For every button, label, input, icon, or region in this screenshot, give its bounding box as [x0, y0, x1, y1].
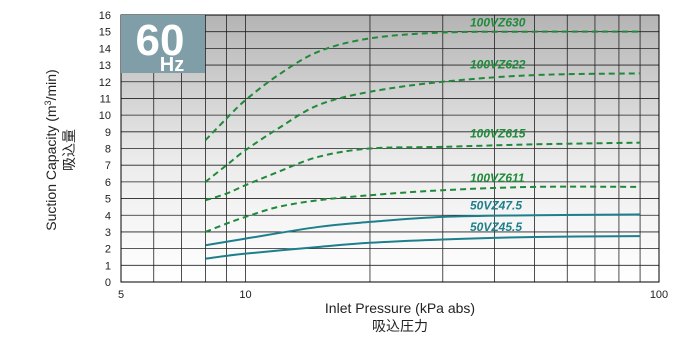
series-line [204, 30, 641, 141]
series-label: 100VZ622 [470, 57, 526, 71]
y-tick-label: 1 [105, 260, 111, 272]
y-axis-title: Suction Capacity (m3/min) [43, 69, 59, 230]
series-group [204, 30, 641, 260]
series-line [205, 141, 641, 202]
series-label: 100VZ615 [470, 127, 526, 141]
series-label: 100VZ630 [470, 16, 526, 30]
x-tick-labels: 5 10 100 [118, 289, 668, 301]
y-tick-label: 8 [105, 144, 111, 156]
grid [120, 14, 660, 283]
series-labels: 100VZ630 100VZ622 100VZ615 100VZ611 50VZ47.5… [470, 16, 526, 234]
y-tick-label: 4 [105, 210, 111, 222]
y-axis-title-pre: Suction Capacity (m [43, 105, 59, 230]
x-tick-label: 10 [239, 289, 251, 301]
x-tick-label: 100 [650, 289, 668, 301]
series-label: 100VZ611 [470, 171, 525, 185]
plot-frame [120, 14, 660, 283]
y-tick-label: 12 [99, 77, 111, 89]
badge-unit: Hz [160, 54, 184, 76]
frequency-badge: 60 Hz [121, 15, 205, 76]
y-axis-title-post: /min) [43, 69, 59, 100]
y-tick-label: 5 [105, 194, 111, 206]
x-axis-title: Inlet Pressure (kPa abs) [325, 300, 475, 316]
y-tick-label: 0 [105, 277, 111, 289]
y-tick-label: 11 [100, 93, 111, 105]
series-line [205, 213, 641, 247]
series-label: 50VZ45.5 [470, 220, 522, 234]
series-line [205, 185, 641, 233]
series-line [204, 72, 641, 183]
y-tick-label: 6 [105, 177, 111, 189]
series-label: 50VZ47.5 [470, 198, 522, 212]
y-tick-label: 15 [99, 27, 111, 39]
y-tick-label: 10 [99, 110, 111, 122]
x-tick-label: 5 [118, 289, 124, 301]
y-axis-title-sup: 3 [43, 100, 53, 105]
y-axis-subtitle: 吸込量 [61, 129, 77, 171]
series-line [205, 235, 641, 260]
badge-number: 60 [136, 16, 185, 65]
y-tick-label: 9 [105, 127, 111, 139]
y-tick-label: 2 [105, 244, 111, 256]
y-tick-label: 3 [105, 227, 111, 239]
y-tick-label: 7 [105, 160, 111, 172]
x-axis-subtitle: 吸込圧力 [372, 318, 428, 334]
y-tick-label: 16 [99, 10, 111, 22]
y-tick-label: 14 [99, 43, 111, 55]
y-tick-label: 13 [99, 60, 111, 72]
